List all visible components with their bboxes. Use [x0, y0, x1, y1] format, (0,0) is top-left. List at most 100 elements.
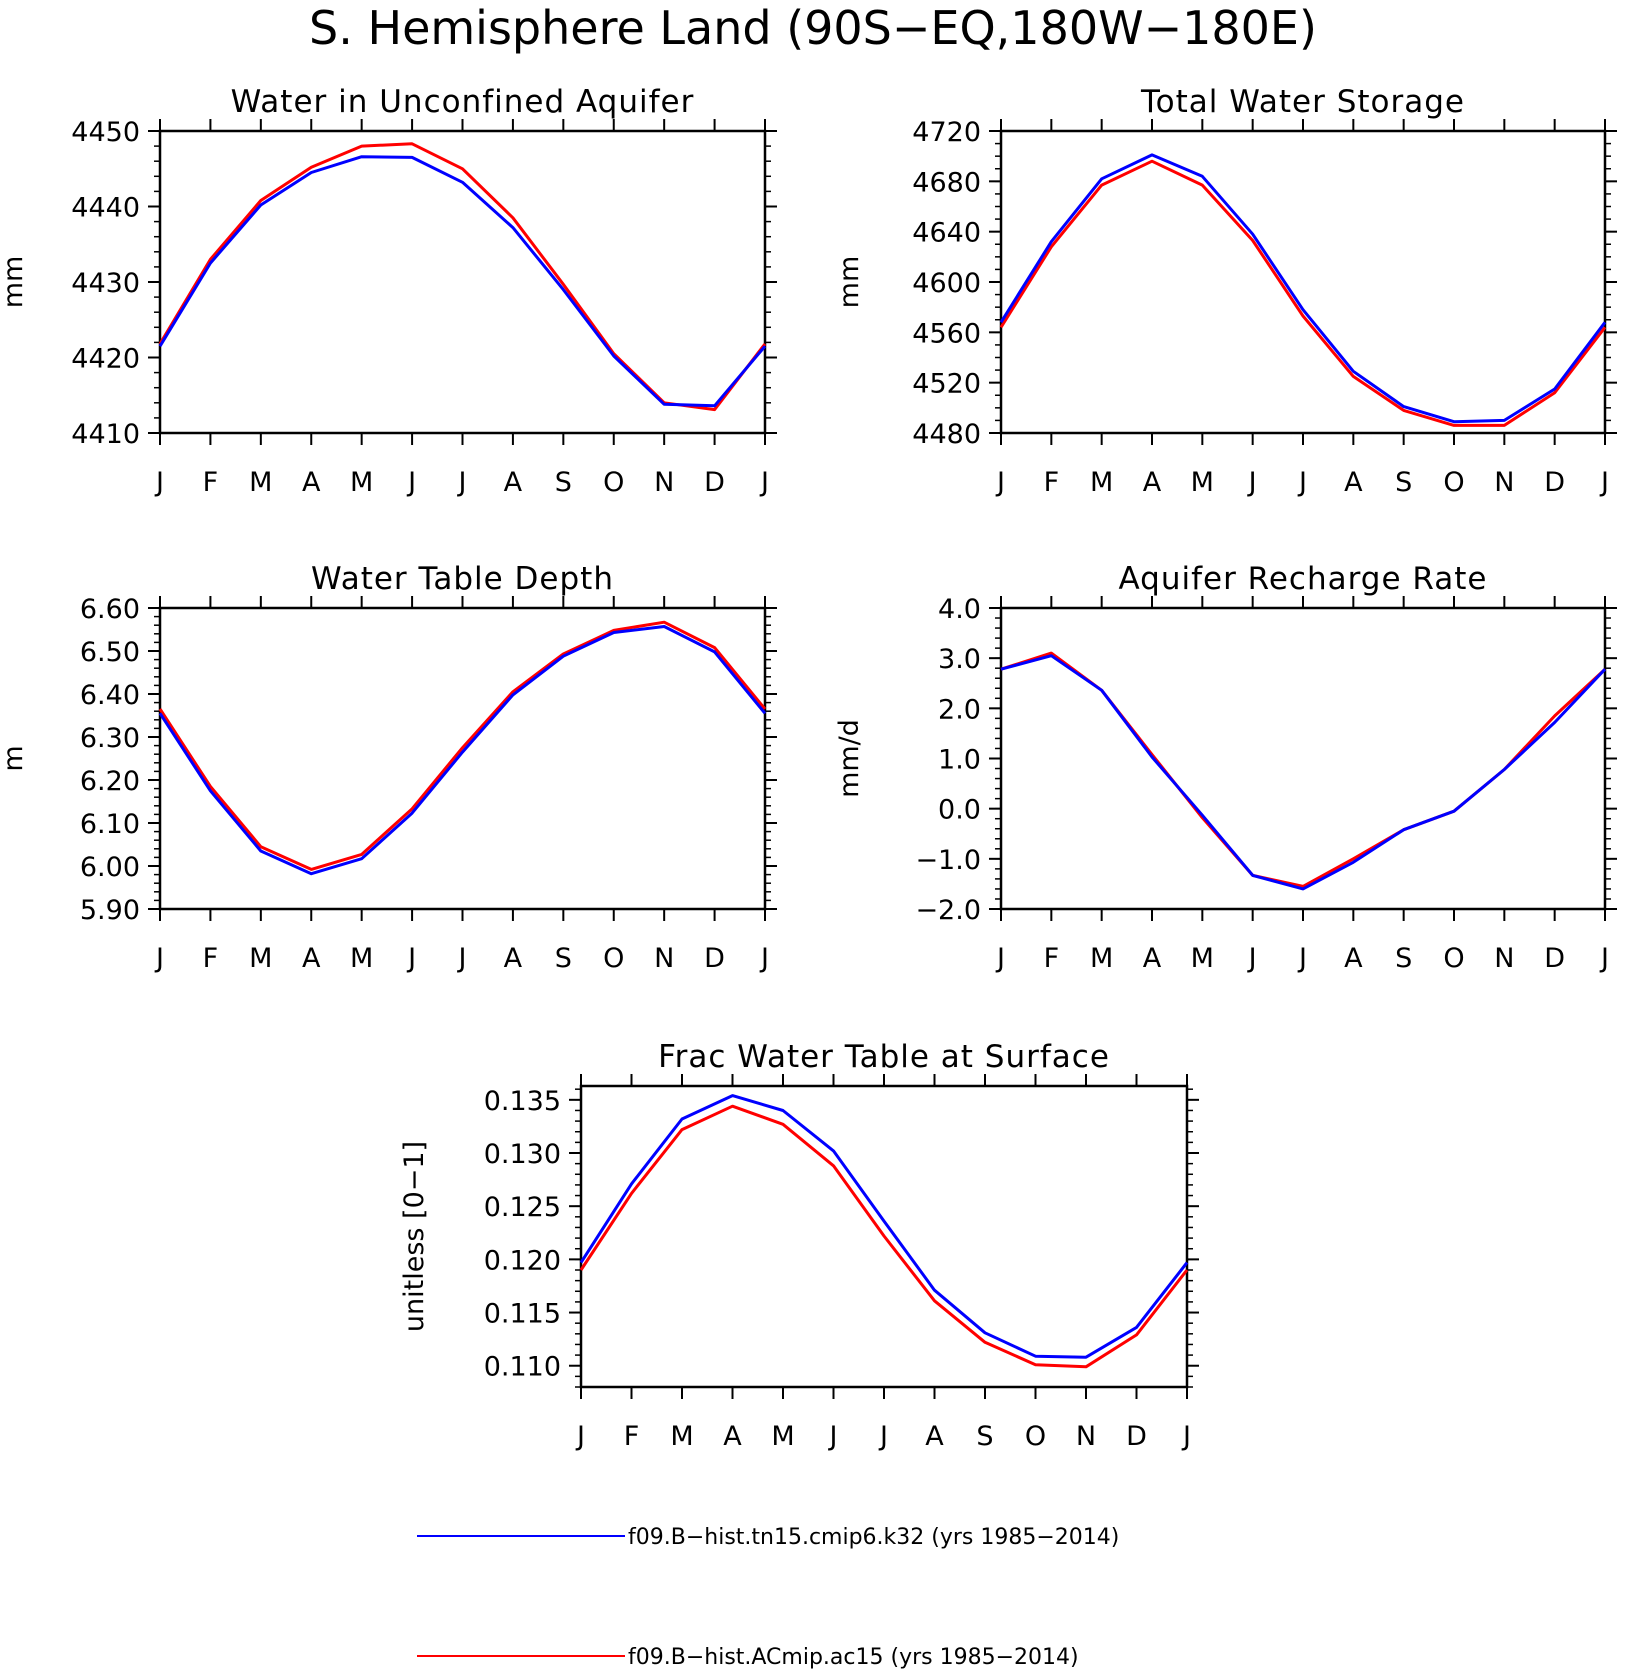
y-tick-label: 6.60	[80, 594, 140, 625]
x-tick-label: M	[1191, 943, 1214, 974]
x-tick-label: O	[1443, 467, 1464, 498]
y-tick-label: −2.0	[915, 895, 981, 926]
y-tick-label: 4480	[912, 419, 981, 450]
y-tick-label: 0.115	[484, 1299, 561, 1330]
y-tick-label: 4560	[912, 318, 981, 349]
x-tick-label: N	[1494, 467, 1514, 498]
figure-title: S. Hemisphere Land (90S−EQ,180W−180E)	[309, 1, 1317, 55]
x-tick-label: J	[1297, 943, 1307, 974]
x-tick-label: A	[504, 943, 523, 974]
y-tick-label: 3.0	[938, 644, 981, 675]
x-tick-label: N	[654, 943, 674, 974]
x-tick-label: J	[759, 943, 769, 974]
x-tick-label: M	[1191, 467, 1214, 498]
y-axis-label: mm	[834, 256, 865, 309]
y-tick-label: 0.120	[484, 1245, 561, 1276]
x-tick-label: M	[1090, 467, 1113, 498]
x-tick-label: M	[249, 943, 272, 974]
y-tick-label: 4450	[71, 117, 140, 148]
x-tick-label: S	[1395, 943, 1412, 974]
x-tick-label: F	[203, 467, 219, 498]
y-tick-label: 4420	[71, 344, 140, 375]
x-tick-label: J	[1181, 1421, 1191, 1452]
plot-frame	[158, 606, 767, 911]
x-tick-label: A	[1143, 943, 1162, 974]
x-tick-label: F	[1044, 943, 1060, 974]
x-tick-label: J	[457, 943, 467, 974]
x-tick-label: A	[1344, 467, 1363, 498]
plot-frame	[158, 129, 767, 435]
panel-title: Aquifer Recharge Rate	[1119, 561, 1488, 597]
y-tick-label: 4720	[912, 117, 981, 148]
y-tick-label: 2.0	[938, 694, 981, 725]
x-tick-label: J	[1247, 467, 1257, 498]
y-tick-label: 1.0	[938, 745, 981, 776]
x-tick-label: D	[704, 467, 725, 498]
series-line-2	[158, 155, 767, 408]
y-tick-label: 6.40	[80, 680, 140, 711]
panel-title: Total Water Storage	[1140, 84, 1465, 120]
x-tick-label: J	[154, 467, 164, 498]
x-tick-label: J	[828, 1421, 838, 1452]
x-tick-label: J	[457, 467, 467, 498]
series-line-2	[579, 1094, 1189, 1359]
y-axis-label: m	[0, 745, 29, 771]
x-tick-label: A	[302, 467, 321, 498]
y-tick-label: 6.10	[80, 809, 140, 840]
x-tick-label: S	[555, 467, 572, 498]
panel-title: Water in Unconfined Aquifer	[231, 84, 695, 120]
x-tick-label: J	[1599, 467, 1609, 498]
panel-title: Water Table Depth	[311, 561, 614, 597]
x-tick-label: M	[670, 1421, 693, 1452]
x-tick-label: J	[878, 1421, 888, 1452]
series-line-2	[999, 153, 1607, 424]
series-line-2	[158, 625, 767, 876]
y-tick-label: 5.90	[80, 895, 140, 926]
x-tick-label: M	[771, 1421, 794, 1452]
y-tick-label: 6.20	[80, 766, 140, 797]
y-tick-label: 4640	[912, 218, 981, 249]
x-tick-label: J	[154, 943, 164, 974]
x-tick-label: A	[925, 1421, 944, 1452]
x-tick-label: S	[976, 1421, 993, 1452]
x-tick-label: D	[1544, 943, 1565, 974]
x-tick-label: A	[504, 467, 523, 498]
series-line-1	[999, 159, 1607, 427]
series-line-1	[579, 1104, 1189, 1369]
x-tick-label: J	[1297, 467, 1307, 498]
x-tick-label: J	[995, 467, 1005, 498]
x-tick-label: M	[350, 943, 373, 974]
x-tick-label: N	[1494, 943, 1514, 974]
panel-5: Frac Water Table at Surface unitless [0−1…	[399, 1039, 1199, 1452]
y-tick-label: 0.130	[484, 1139, 561, 1170]
plot-frame	[999, 129, 1607, 435]
x-tick-label: A	[302, 943, 321, 974]
y-tick-label: 4680	[912, 167, 981, 198]
x-tick-label: M	[350, 467, 373, 498]
x-tick-label: J	[1247, 943, 1257, 974]
x-tick-label: F	[203, 943, 219, 974]
x-tick-label: M	[249, 467, 272, 498]
x-tick-label: O	[603, 943, 624, 974]
x-tick-label: J	[406, 467, 416, 498]
y-tick-label: 0.110	[484, 1352, 561, 1383]
series-line-1	[1000, 651, 1607, 888]
y-tick-label: 6.50	[80, 637, 140, 668]
y-tick-label: 4410	[71, 419, 140, 450]
x-tick-label: F	[1044, 467, 1060, 498]
y-tick-label: 6.00	[80, 852, 140, 883]
x-tick-label: O	[603, 467, 624, 498]
panel-title: Frac Water Table at Surface	[658, 1039, 1110, 1075]
x-tick-label: J	[995, 943, 1005, 974]
y-tick-label: 4430	[71, 268, 140, 299]
x-tick-label: J	[1599, 943, 1609, 974]
y-axis-label: unitless [0−1]	[399, 1141, 430, 1332]
y-tick-label: 4520	[912, 369, 981, 400]
x-tick-label: N	[1076, 1421, 1096, 1452]
x-tick-label: S	[1395, 467, 1412, 498]
